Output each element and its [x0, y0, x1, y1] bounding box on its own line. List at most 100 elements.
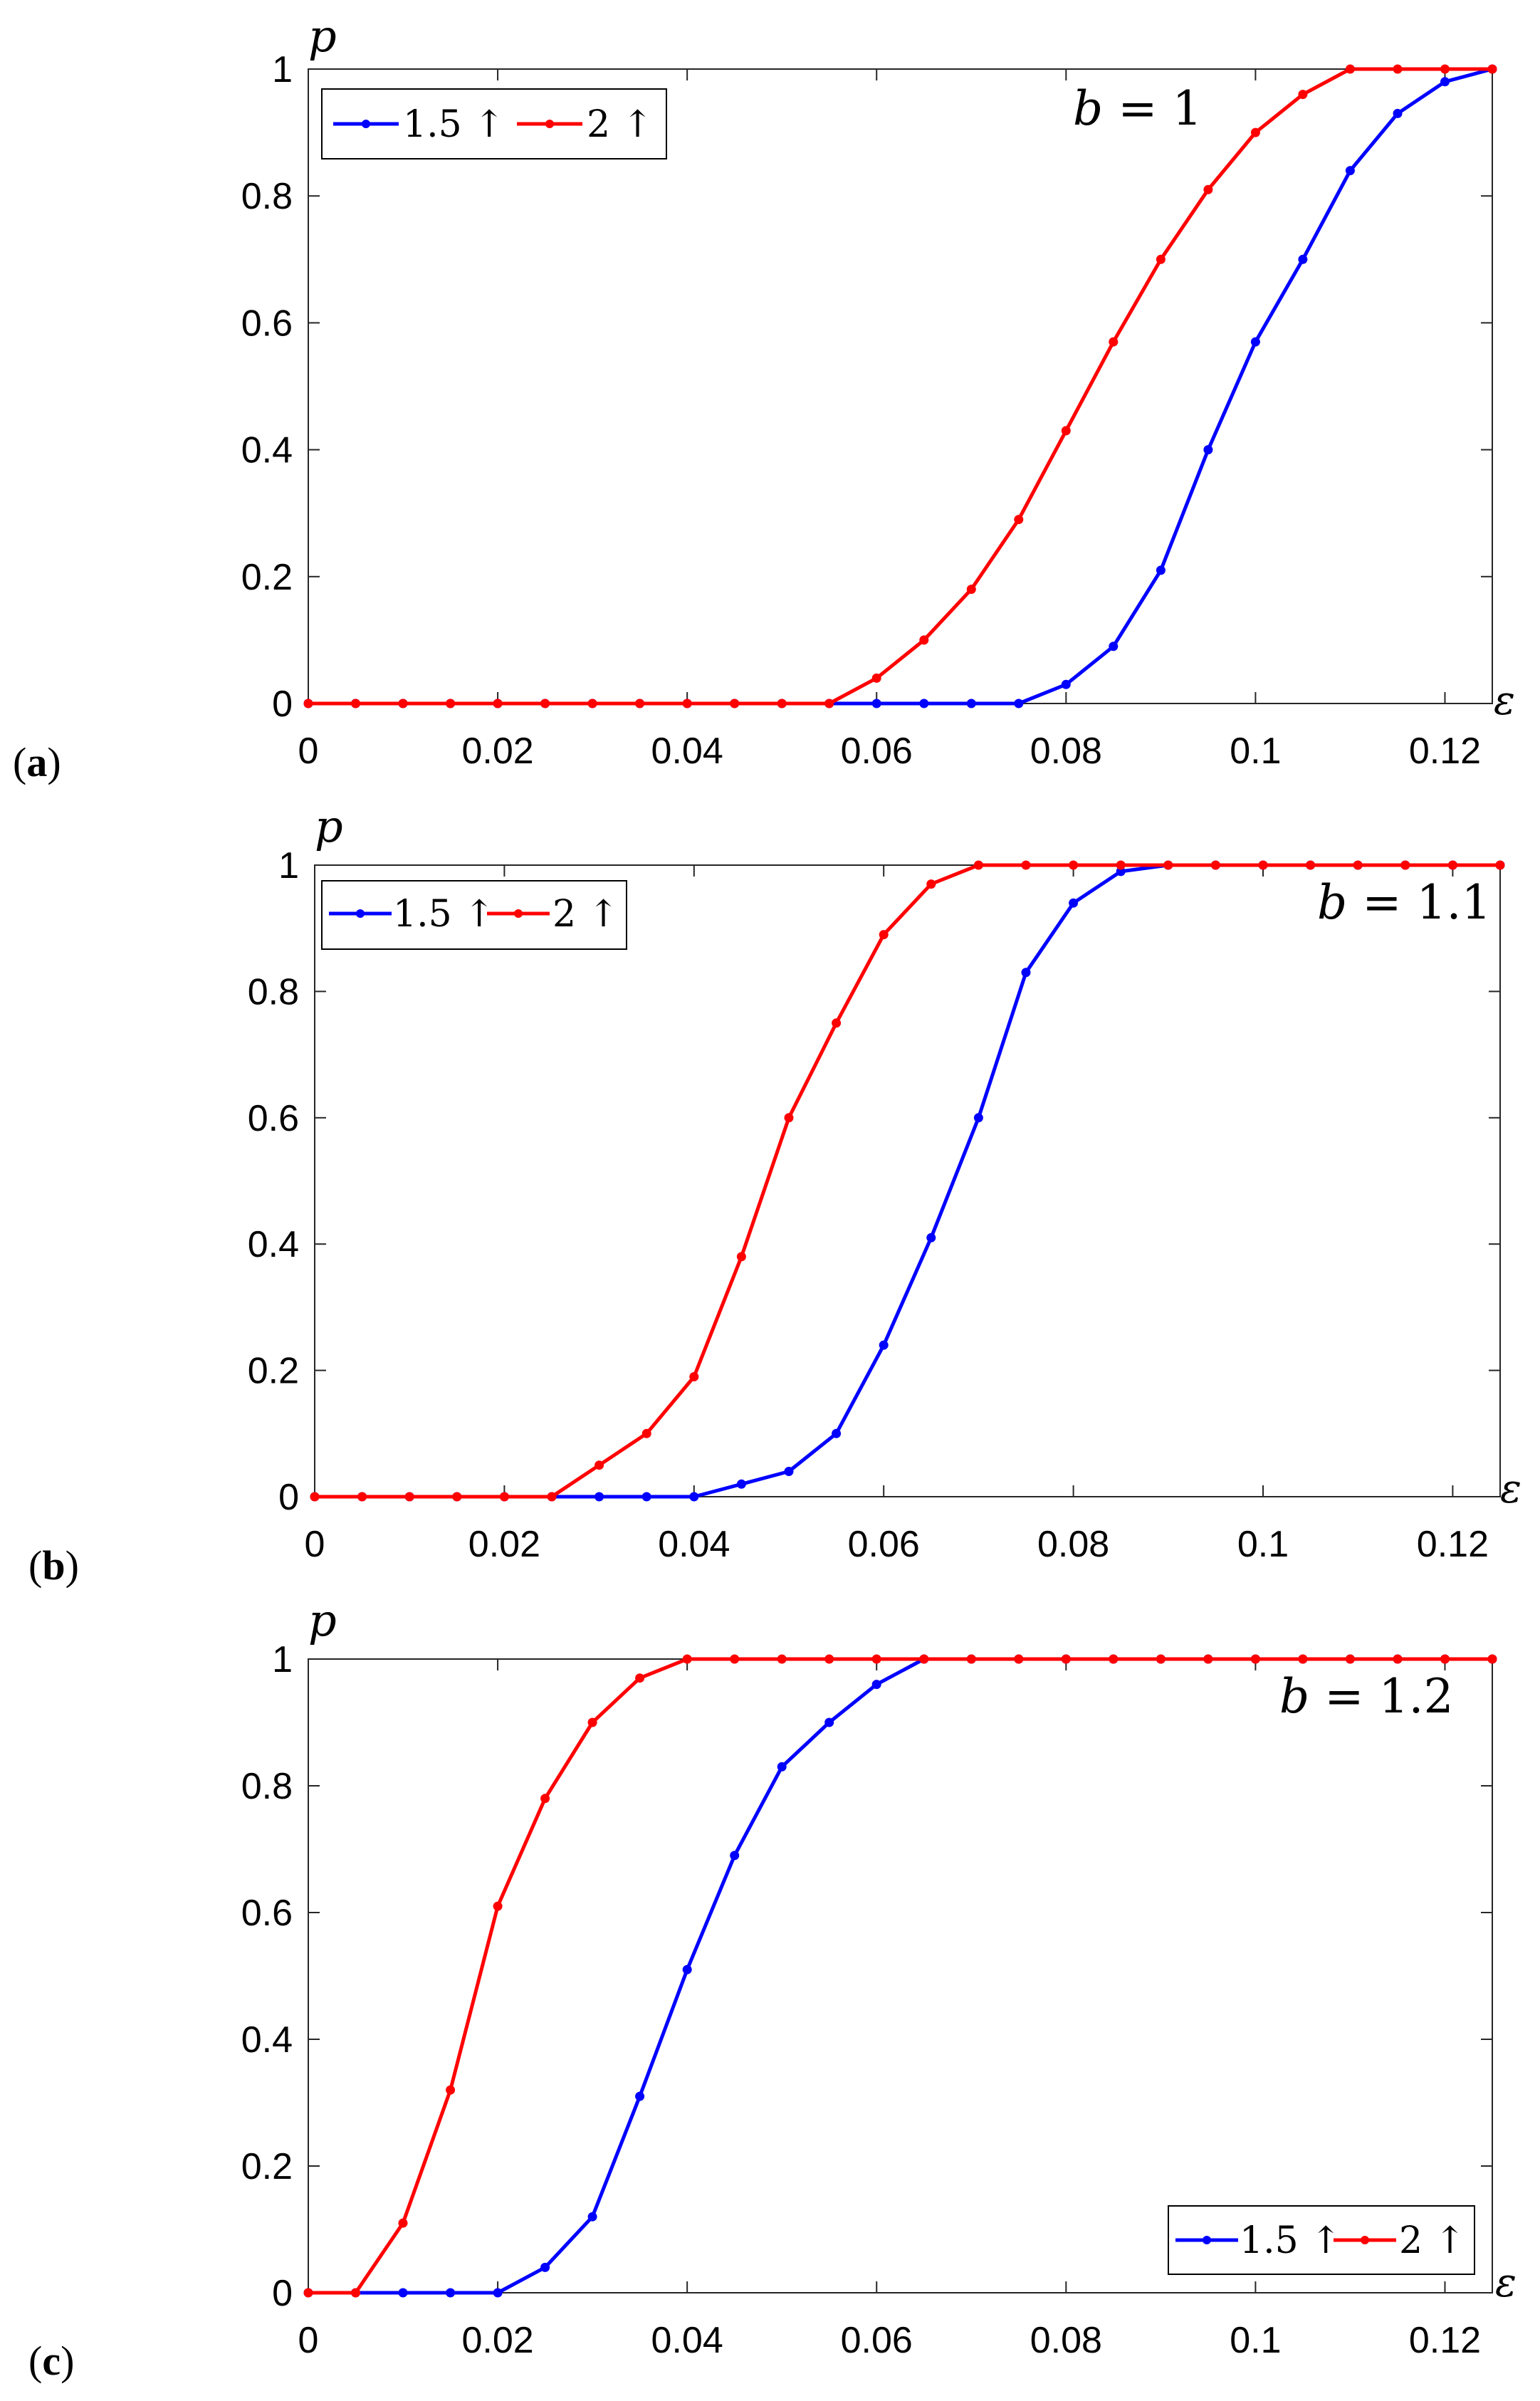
series-1-point	[973, 1113, 983, 1123]
x-tick-label: 0.04	[651, 731, 723, 772]
series-1-point	[1298, 254, 1308, 264]
series-1-point	[641, 1492, 651, 1502]
series-2-point	[871, 1654, 881, 1664]
b-annotation: b = 1	[1073, 81, 1203, 136]
x-tick-label: 0	[298, 731, 319, 772]
series-1-point	[587, 2212, 597, 2222]
series-2-point	[926, 879, 936, 889]
y-tick-label: 0.4	[241, 2019, 293, 2061]
y-tick-label: 0.6	[241, 303, 293, 344]
x-tick-label: 0.06	[848, 1524, 920, 1565]
panel-b: p ε (b) b = 1.1 0 0.02 0.04 0.06 0.08 0.1 0.12…	[28, 800, 1521, 1589]
series-2-point	[1298, 90, 1308, 100]
series-1-point	[871, 699, 881, 708]
series-2-point	[784, 1113, 794, 1123]
b-annotation: b = 1.1	[1317, 875, 1491, 930]
series-2-point	[1258, 860, 1268, 870]
y-tick-label: 0.8	[241, 176, 293, 217]
series-2-point	[1495, 860, 1505, 870]
series-1-point	[730, 1851, 740, 1861]
panel-label: (b)	[28, 1542, 79, 1589]
series-2-point	[452, 1492, 462, 1502]
series-line-2	[308, 67, 1492, 706]
xlabel-epsilon: ε	[1495, 2260, 1517, 2306]
y-tick-label: 0.2	[241, 2146, 293, 2187]
panel-label: (a)	[13, 739, 61, 785]
series-2-point	[499, 1492, 509, 1502]
y-tick-label: 0.6	[248, 1098, 299, 1139]
series-2-point	[641, 1428, 651, 1438]
x-tick-label: 0.08	[1037, 1524, 1109, 1565]
series-1-point	[1061, 679, 1071, 689]
series-1-point	[1014, 699, 1024, 708]
plot-area: 0 0.02 0.04 0.06 0.08 0.1 0.12 0 0.2 0.4 0.6 0.8 1	[248, 845, 1505, 1565]
x-tick-label: 0.06	[841, 2320, 913, 2361]
panel-a: p ε (a) b = 1 0 0.02 0.04 0.06 0.08 0.1 0.1200…	[13, 10, 1515, 785]
series-1-point	[493, 2288, 503, 2298]
series-2-point	[540, 699, 550, 708]
ylabel-p: p	[315, 800, 343, 852]
xlabel-epsilon: ε	[1500, 1466, 1521, 1512]
series-2-point	[351, 699, 360, 708]
series-2-point	[919, 635, 929, 645]
series-2-point	[777, 699, 787, 708]
series-1-point	[1069, 898, 1079, 908]
legend: 1.5 ↑ 2 ↑	[321, 880, 627, 950]
series-1-point	[824, 1717, 834, 1727]
x-tick-label: 0.08	[1030, 2320, 1102, 2361]
b-annotation: b = 1.2	[1279, 1669, 1453, 1724]
series-2-point	[635, 1673, 645, 1683]
y-tick-label: 0	[272, 684, 293, 725]
series-2-point	[1306, 860, 1316, 870]
legend: 1.5 ↑ 2 ↑	[321, 88, 667, 159]
panel-label-open: (	[13, 739, 26, 785]
y-tick-label: 1	[278, 845, 299, 886]
b-annotation-eq: =	[1309, 1669, 1378, 1724]
plot-area: 0 0.02 0.04 0.06 0.08 0.1 0.12 0 0.2 0.4 0.6 0.8 1	[241, 49, 1497, 772]
series-2-point	[1393, 1654, 1403, 1664]
legend-label-2: 2 ↑	[587, 103, 653, 146]
panel-label-close: )	[66, 1542, 79, 1589]
panel-label-open: (	[28, 1542, 42, 1589]
series-1-point	[1109, 642, 1119, 652]
series-1-point	[736, 1479, 746, 1489]
series-2-point	[1109, 337, 1119, 347]
series-2-point	[1250, 1654, 1260, 1664]
series-2-point	[682, 1654, 692, 1664]
series-2-point	[1250, 127, 1260, 137]
series-1-point	[1116, 867, 1126, 877]
x-tick-label: 0.04	[651, 2320, 723, 2361]
x-tick-label: 0.1	[1230, 2320, 1281, 2361]
panel-label-close: )	[61, 2338, 74, 2384]
series-2-point	[1014, 1654, 1024, 1664]
series-2-point	[310, 1492, 320, 1502]
series-2-point	[303, 2288, 313, 2298]
series-2-point	[357, 1492, 367, 1502]
series-1-point	[832, 1428, 842, 1438]
b-annotation-val: 1.1	[1417, 875, 1492, 930]
legend-marker-2	[545, 120, 554, 128]
series-1-point	[1440, 77, 1450, 87]
series-2-point	[824, 1654, 834, 1664]
x-tick-label: 0.04	[658, 1524, 730, 1565]
series-2-point	[1203, 1654, 1213, 1664]
b-annotation-var: b	[1317, 875, 1347, 930]
series-1-point	[689, 1492, 699, 1502]
series-2-point	[547, 1492, 557, 1502]
y-tick-label: 0.2	[248, 1351, 299, 1392]
series-2-point	[540, 1794, 550, 1804]
series-line-2	[308, 1657, 1492, 2295]
x-tick-label: 0.12	[1409, 731, 1481, 772]
series-2-point	[1021, 860, 1031, 870]
x-tick-label: 0.02	[468, 1524, 540, 1565]
series-2-point	[493, 699, 503, 708]
series-2-point	[1061, 426, 1071, 436]
panel-label-letter: a	[26, 739, 47, 785]
series-1-point	[635, 2091, 645, 2101]
series-1-point	[777, 1762, 787, 1772]
panel-label-letter: b	[42, 1542, 65, 1589]
x-tick-label: 0.08	[1030, 731, 1102, 772]
series-1-point	[682, 1965, 692, 1974]
